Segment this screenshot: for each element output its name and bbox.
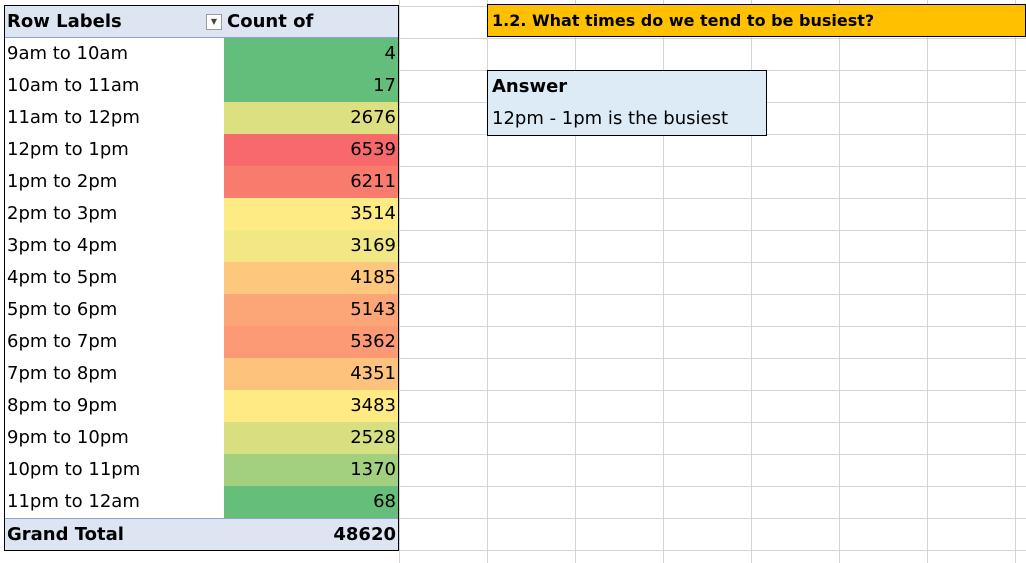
grand-total-value[interactable]: 48620 (333, 524, 396, 545)
row-label-cell[interactable]: 5pm to 6pm (7, 299, 118, 320)
table-row: 10pm to 11pm 1370 (5, 454, 398, 486)
row-label-cell[interactable]: 7pm to 8pm (7, 363, 118, 384)
grand-total-row: Grand Total 48620 (5, 518, 398, 550)
count-cell[interactable]: 3483 (224, 390, 398, 422)
table-row: 7pm to 8pm 4351 (5, 358, 398, 390)
pivot-rows: 9am to 10am 4 10am to 11am 17 11am to 12pm 26… (5, 38, 398, 518)
answer-title: Answer (492, 76, 568, 97)
row-labels-text: Row Labels (7, 10, 122, 32)
grand-total-label[interactable]: Grand Total (7, 524, 124, 545)
question-banner[interactable]: 1.2. What times do we tend to be busiest… (487, 4, 1026, 37)
count-cell[interactable]: 2676 (224, 102, 398, 134)
row-label-cell[interactable]: 4pm to 5pm (7, 267, 118, 288)
count-cell[interactable]: 5143 (224, 294, 398, 326)
row-label-cell[interactable]: 11am to 12pm (7, 107, 140, 128)
count-cell[interactable]: 4351 (224, 358, 398, 390)
count-cell[interactable]: 5362 (224, 326, 398, 358)
count-cell[interactable]: 68 (224, 486, 398, 518)
count-cell[interactable]: 6211 (224, 166, 398, 198)
row-label-cell[interactable]: 8pm to 9pm (7, 395, 118, 416)
row-label-cell[interactable]: 11pm to 12am (7, 491, 140, 512)
answer-box[interactable]: Answer 12pm - 1pm is the busiest (487, 70, 767, 136)
row-label-cell[interactable]: 12pm to 1pm (7, 139, 129, 160)
table-row: 4pm to 5pm 4185 (5, 262, 398, 294)
filter-dropdown-icon[interactable]: ▼ (206, 13, 222, 30)
row-labels-header[interactable]: Row Labels ▼ (5, 6, 224, 37)
count-cell[interactable]: 17 (224, 70, 398, 102)
row-label-cell[interactable]: 10pm to 11pm (7, 459, 141, 480)
row-label-cell[interactable]: 3pm to 4pm (7, 235, 118, 256)
count-header[interactable]: Count of order_id (227, 11, 314, 64)
table-row: 10am to 11am 17 (5, 70, 398, 102)
table-row: 5pm to 6pm 5143 (5, 294, 398, 326)
count-cell[interactable]: 2528 (224, 422, 398, 454)
table-row: 9pm to 10pm 2528 (5, 422, 398, 454)
answer-text: 12pm - 1pm is the busiest (492, 108, 729, 129)
table-row: 11am to 12pm 2676 (5, 102, 398, 134)
count-cell[interactable]: 3514 (224, 198, 398, 230)
row-label-cell[interactable]: 1pm to 2pm (7, 171, 118, 192)
table-row: 12pm to 1pm 6539 (5, 134, 398, 166)
count-cell[interactable]: 4 (224, 38, 398, 70)
pivot-table[interactable]: Row Labels ▼ Count of order_id 9am to 10… (4, 5, 399, 551)
count-cell[interactable]: 1370 (224, 454, 398, 486)
table-row: 2pm to 3pm 3514 (5, 198, 398, 230)
table-row: 11pm to 12am 68 (5, 486, 398, 518)
count-cell[interactable]: 6539 (224, 134, 398, 166)
row-label-cell[interactable]: 9am to 10am (7, 43, 128, 64)
table-row: 8pm to 9pm 3483 (5, 390, 398, 422)
row-label-cell[interactable]: 6pm to 7pm (7, 331, 118, 352)
table-row: 6pm to 7pm 5362 (5, 326, 398, 358)
count-cell[interactable]: 3169 (224, 230, 398, 262)
count-cell[interactable]: 4185 (224, 262, 398, 294)
row-label-cell[interactable]: 9pm to 10pm (7, 427, 129, 448)
row-label-cell[interactable]: 2pm to 3pm (7, 203, 118, 224)
table-row: 1pm to 2pm 6211 (5, 166, 398, 198)
pivot-header-row: Row Labels ▼ Count of order_id (5, 6, 398, 64)
table-row: 9am to 10am 4 (5, 38, 398, 70)
row-label-cell[interactable]: 10am to 11am (7, 75, 140, 96)
table-row: 3pm to 4pm 3169 (5, 230, 398, 262)
